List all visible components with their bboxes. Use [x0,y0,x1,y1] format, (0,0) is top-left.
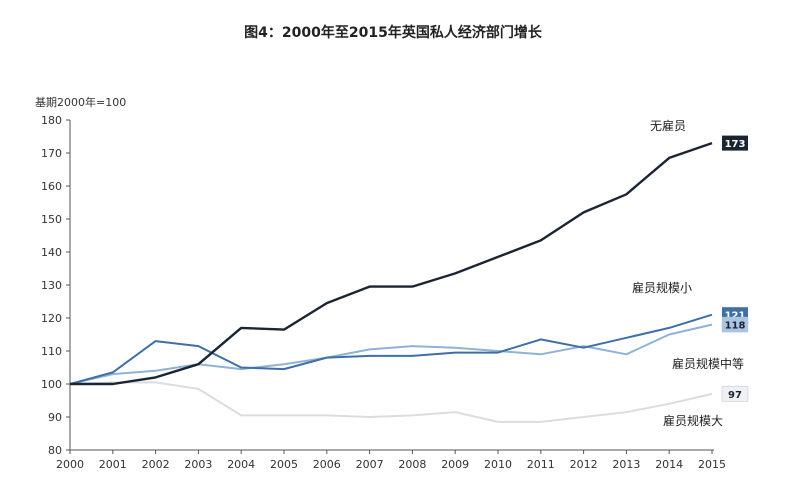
x-tick-label: 2007 [356,458,384,471]
y-tick-label: 120 [41,312,62,325]
y-tick-label: 80 [48,444,62,457]
axes: 80 90 100 110 120 130 140 150 160 170 180 2000 2001 2… [41,114,726,471]
y-tick-label: 90 [48,411,62,424]
series-line-4 [69,381,713,423]
x-tick-label: 2015 [698,458,726,471]
y-tick-label: 130 [41,279,62,292]
x-tick-label: 2010 [484,458,512,471]
x-tick-label: 2005 [270,458,298,471]
y-tick-label: 100 [41,378,62,391]
series-line-3 [69,323,713,385]
series-labels: 173 无雇员 121 雇员规模小 118 雇员规模中等 97 雇员规模大 [632,118,749,428]
x-tick-label: 2000 [56,458,84,471]
end-value-label-2: 121 [725,311,746,322]
series-name-label-3: 雇员规模中等 [672,356,744,371]
y-tick-label: 110 [41,345,62,358]
y-tick-label: 180 [41,114,62,127]
series-line-1 [70,141,713,386]
y-axis-label: 基期2000年=100 [35,95,126,109]
series-lines [69,141,713,423]
end-value-box-4 [721,386,749,402]
end-value-label-4: 97 [728,390,742,401]
series-name-label-4: 雇员规模大 [663,413,723,428]
series-name-label-1: 无雇员 [650,118,686,133]
series-line-2 [69,313,713,385]
x-tick-label: 2004 [227,458,255,471]
x-tick-label: 2009 [441,458,469,471]
y-tick-label: 170 [41,147,62,160]
y-tick-label: 150 [41,213,62,226]
end-value-label-1: 173 [725,139,746,150]
x-tick-label: 2008 [398,458,426,471]
end-value-box-1 [722,135,748,151]
chart-title: 图4：2000年至2015年英国私人经济部门增长 [244,25,542,41]
x-tick-label: 2014 [655,458,683,471]
x-tick-label: 2012 [570,458,598,471]
series-name-label-2: 雇员规模小 [632,280,692,295]
x-tick-label: 2003 [184,458,212,471]
x-tick-label: 2006 [313,458,341,471]
end-value-label-3: 118 [725,321,746,332]
end-value-box-3 [721,316,749,333]
x-tick-label: 2011 [527,458,555,471]
x-tick-label: 2002 [142,458,170,471]
y-tick-label: 160 [41,180,62,193]
x-tick-label: 2001 [99,458,127,471]
x-tick-label: 2013 [612,458,640,471]
y-tick-label: 140 [41,246,62,259]
